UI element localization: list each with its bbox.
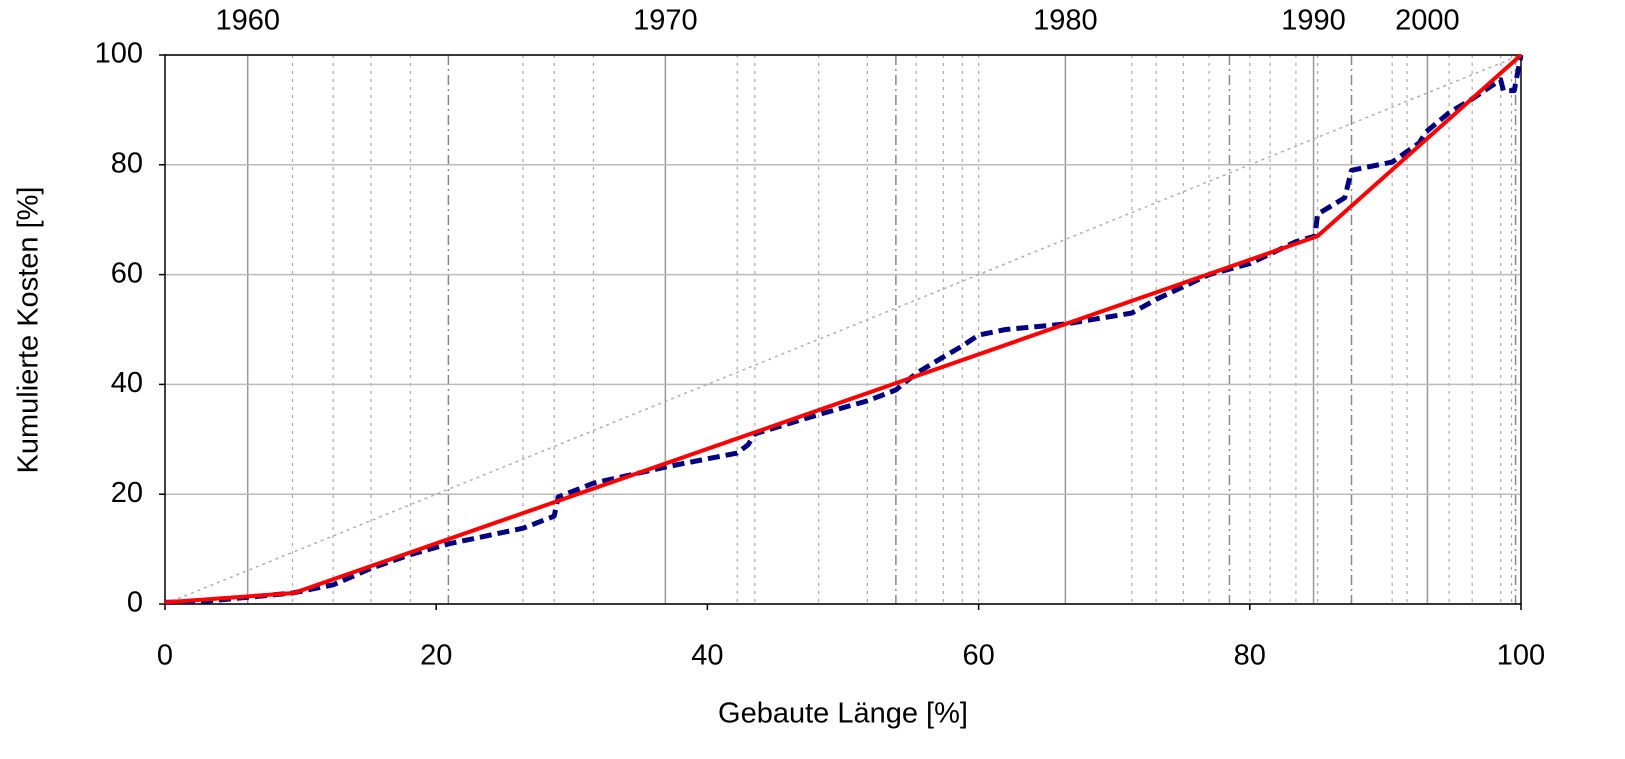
y-tick-label: 40 [111, 367, 143, 399]
x-axis-title: Gebaute Länge [%] [718, 698, 968, 730]
x-tick-label: 40 [691, 640, 723, 672]
y-tick-label: 80 [111, 147, 143, 179]
x2-tick-label: 1960 [215, 5, 280, 37]
y-tick-label: 100 [95, 38, 143, 70]
x-tick-label: 80 [1234, 640, 1266, 672]
x-tick-label: 100 [1497, 640, 1545, 672]
series-line [164, 53, 1523, 605]
y-axis-title: Kumulierte Kosten [%] [13, 187, 45, 474]
x2-tick-label: 1970 [633, 5, 698, 37]
x2-tick-label: 1990 [1281, 5, 1346, 37]
y-tick-label: 60 [111, 257, 143, 289]
x-tick-label: 20 [420, 640, 452, 672]
series-line [164, 54, 1524, 605]
plot-frame [164, 54, 1522, 605]
x2-tick-label: 2000 [1395, 5, 1460, 37]
x2-tick-label: 1980 [1033, 5, 1098, 37]
y-tick-label: 0 [127, 587, 143, 619]
series-line [164, 54, 1522, 605]
y-tick-label: 20 [111, 477, 143, 509]
x-tick-label: 60 [962, 640, 994, 672]
x-tick-label: 0 [157, 640, 173, 672]
